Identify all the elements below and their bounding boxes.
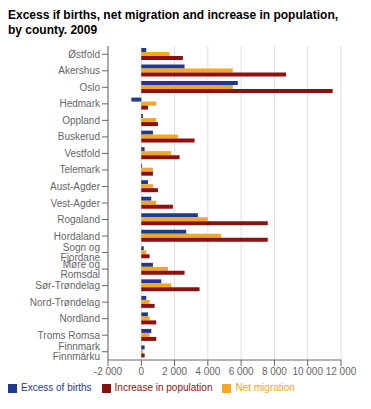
svg-text:Buskerud: Buskerud [58,131,100,142]
svg-text:Møre ogRomsdal: Møre ogRomsdal [61,259,100,280]
svg-text:12 000: 12 000 [326,366,357,377]
svg-text:Rogaland: Rogaland [57,214,100,225]
svg-text:0: 0 [139,366,145,377]
svg-text:Østfold: Østfold [68,49,100,60]
svg-text:4 000: 4 000 [195,366,220,377]
svg-text:Troms Romsa: Troms Romsa [38,330,101,341]
svg-text:Nordland: Nordland [59,313,100,324]
svg-text:Hedmark: Hedmark [59,98,101,109]
svg-text:8 000: 8 000 [262,366,287,377]
svg-text:Oppland: Oppland [62,115,100,126]
svg-text:-2 000: -2 000 [94,366,123,377]
svg-text:Vestfold: Vestfold [64,148,100,159]
svg-text:FinnmarkFinnmárku: FinnmarkFinnmárku [53,341,101,362]
svg-text:2 000: 2 000 [162,366,187,377]
svg-text:10 000: 10 000 [292,366,323,377]
svg-text:Vest-Agder: Vest-Agder [51,198,101,209]
svg-text:Aust-Agder: Aust-Agder [50,181,101,192]
svg-text:Akershus: Akershus [58,65,100,76]
svg-text:Telemark: Telemark [59,164,101,175]
svg-text:6 000: 6 000 [229,366,254,377]
svg-text:Oslo: Oslo [79,82,100,93]
svg-text:Sør-Trøndelag: Sør-Trøndelag [35,280,100,291]
svg-text:Nord-Trøndelag: Nord-Trøndelag [30,297,100,308]
svg-text:Hordaland: Hordaland [54,231,100,242]
